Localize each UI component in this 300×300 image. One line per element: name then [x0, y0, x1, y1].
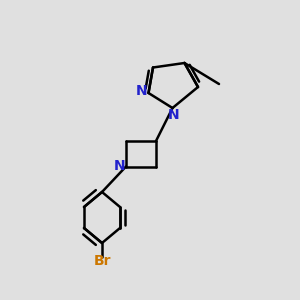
Text: N: N: [114, 160, 125, 173]
Text: Br: Br: [93, 254, 111, 268]
Text: N: N: [136, 84, 148, 98]
Text: N: N: [168, 108, 180, 122]
